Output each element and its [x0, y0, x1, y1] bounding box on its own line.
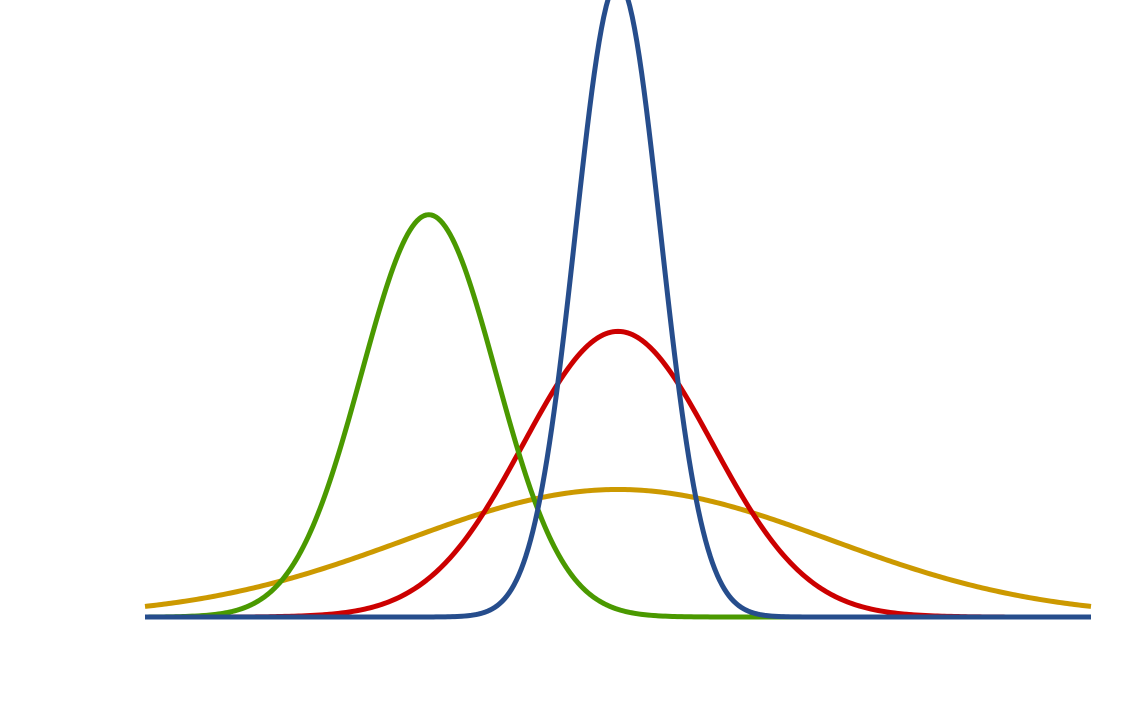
series-line-4 — [144, 0, 1092, 620]
series-line-3 — [144, 212, 1092, 620]
series-line-1 — [144, 486, 1092, 609]
curves-group — [144, 0, 1092, 620]
